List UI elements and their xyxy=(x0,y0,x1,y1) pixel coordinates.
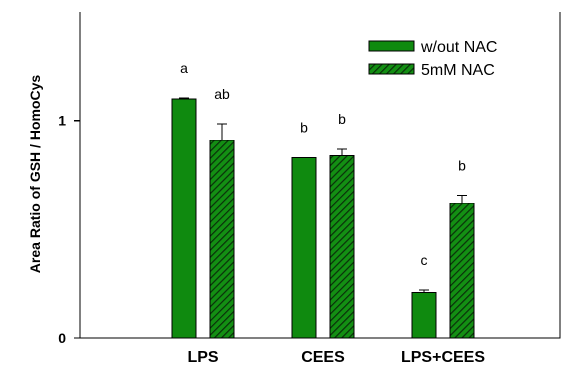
legend: w/out NAC 5mM NAC xyxy=(368,39,497,79)
significance-label: b xyxy=(300,120,308,136)
significance-label: b xyxy=(338,111,346,127)
bar xyxy=(449,202,475,339)
bar xyxy=(411,291,437,339)
x-tick-label: CEES xyxy=(301,349,345,366)
axes: 0 1 LPS CEES LPS+CEES xyxy=(58,12,561,366)
x-tick-label: LPS+CEES xyxy=(401,349,485,366)
legend-swatch xyxy=(368,40,415,52)
x-tick-label: LPS xyxy=(187,349,218,366)
bar xyxy=(209,139,235,339)
y-tick-label: 1 xyxy=(58,113,66,129)
legend-swatch xyxy=(368,63,415,75)
y-axis-title-group: Area Ratio of GSH / HomoCys xyxy=(27,75,43,274)
significance-label: b xyxy=(458,158,466,174)
bar xyxy=(291,157,317,339)
axis-frame xyxy=(79,12,561,339)
bars xyxy=(171,98,475,339)
y-axis-title: Area Ratio of GSH / HomoCys xyxy=(27,75,43,274)
bar xyxy=(329,154,355,339)
bar xyxy=(171,98,197,339)
y-tick-label: 0 xyxy=(58,330,66,346)
significance-label: ab xyxy=(214,86,230,102)
error-bars xyxy=(179,97,467,293)
significance-label: a xyxy=(180,60,188,76)
significance-label: c xyxy=(421,252,428,268)
legend-label: 5mM NAC xyxy=(421,62,495,79)
legend-label: w/out NAC xyxy=(420,39,497,56)
